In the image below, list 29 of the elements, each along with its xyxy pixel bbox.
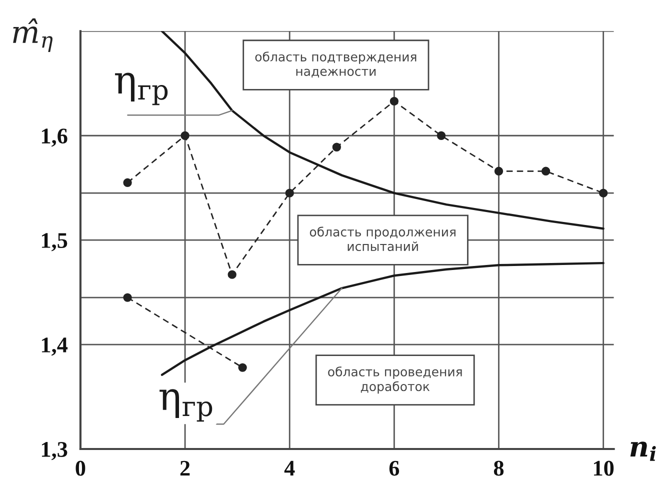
point [228,270,236,279]
point [285,188,294,198]
annotation: область проведения доработок [328,366,462,394]
y-tick-label: 1,5 [42,233,68,252]
x-tick-label: 4 [284,460,295,476]
point [599,188,608,198]
x-tick-label: 6 [389,460,400,476]
point [494,166,504,176]
x-tick-label: 2 [180,460,190,476]
point [180,131,190,140]
annotation: область продолжения испытаний [310,226,456,252]
x-tick-label: 0 [76,460,86,476]
point [390,96,399,106]
point [332,142,342,152]
series-label: η$_{гр}$ [115,72,168,106]
point [238,363,247,372]
y-tick-label: 1,6 [42,128,68,147]
x-axis-title: n$_{i}$ [630,442,656,461]
y-tick-label: 1,4 [42,338,68,356]
point [436,131,446,140]
y-axis-title: m̂$_{η}$ [13,18,53,52]
point [123,293,132,302]
x-tick-label: 10 [594,460,614,476]
x-tick-label: 8 [494,460,504,476]
annotation: область подтверждения надежности [255,52,416,78]
series-label: η$_{гр}$ [160,389,212,422]
point [541,166,550,176]
point [123,178,132,187]
y-tick-label: 1,3 [42,442,68,460]
